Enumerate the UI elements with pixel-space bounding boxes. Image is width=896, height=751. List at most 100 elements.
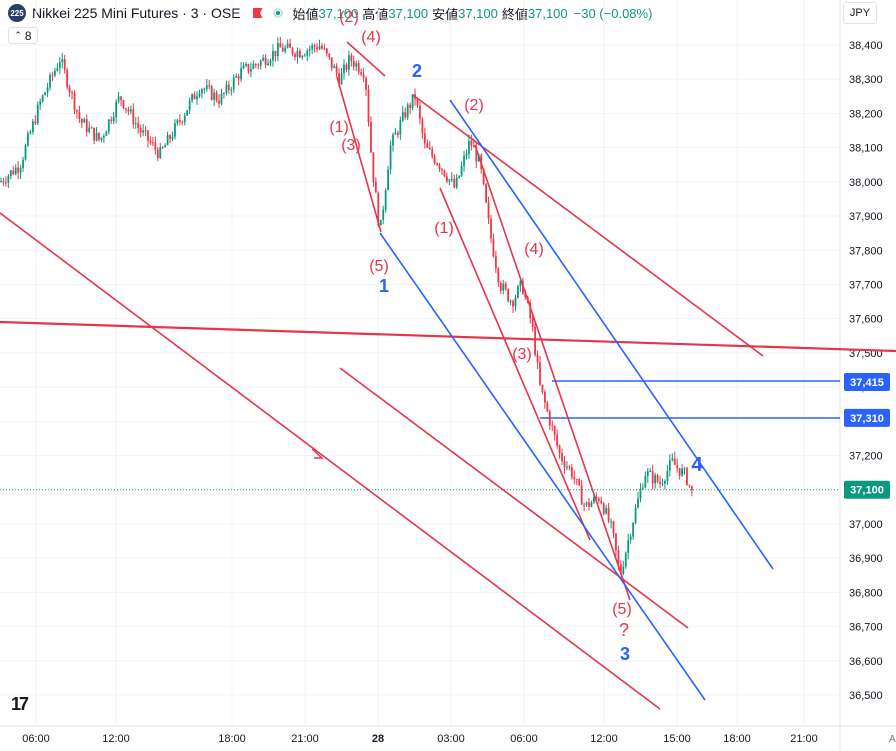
candle-body: [600, 501, 603, 504]
currency-button[interactable]: JPY: [843, 2, 877, 24]
candle-body: [441, 168, 443, 171]
candle-body: [656, 475, 659, 482]
candle-body: [56, 68, 59, 71]
candle-body: [504, 283, 507, 289]
candle-body: [654, 475, 657, 484]
candle-body: [377, 192, 380, 226]
candle-body: [355, 63, 358, 67]
candle-body: [568, 466, 571, 468]
wave-label: 1: [379, 276, 389, 296]
candle-body: [227, 84, 230, 90]
candle-body: [634, 507, 637, 524]
time-tick-label: 12:00: [102, 733, 130, 745]
candle-body: [335, 66, 338, 74]
candle-body: [492, 238, 495, 257]
candle-body: [362, 74, 365, 78]
candle-body: [509, 300, 512, 302]
candle-body: [223, 93, 225, 95]
candle-body: [225, 84, 228, 94]
candle-body: [122, 100, 125, 109]
candle-body: [325, 48, 328, 54]
candle-body: [495, 256, 497, 269]
price-tag-label: 37,415: [850, 377, 884, 389]
candle-body: [58, 62, 61, 69]
candle-body: [5, 182, 7, 184]
candle-body: [71, 92, 73, 94]
candle-body: [137, 123, 140, 129]
candle-body: [193, 94, 196, 100]
candle-body: [612, 521, 615, 534]
indicator-toggle[interactable]: ⌃ 8: [8, 27, 38, 44]
candle-body: [588, 502, 590, 507]
candle-body: [529, 302, 532, 319]
candle-body: [267, 63, 269, 66]
price-tick-label: 37,200: [849, 451, 883, 463]
candle-body: [678, 468, 681, 476]
candle-body: [686, 468, 688, 485]
candle-body: [330, 57, 333, 69]
candle-body: [120, 96, 122, 101]
candle-body: [593, 497, 595, 503]
candle-body: [607, 507, 610, 522]
change-value: −30 (−0.08%): [573, 5, 653, 21]
market-flag-icon: [252, 8, 263, 18]
candle-body: [595, 497, 598, 499]
price-tick-label: 36,500: [849, 690, 883, 702]
candle-body: [338, 73, 340, 85]
market-status-icon: [272, 8, 283, 18]
candle-body: [426, 143, 429, 148]
candle-body: [306, 50, 309, 56]
candle-body: [171, 136, 174, 139]
candle-body: [590, 502, 593, 507]
candle-body: [73, 92, 76, 111]
chevron-up-icon: ⌃: [14, 30, 22, 40]
candle-body: [27, 133, 29, 146]
candle-body: [259, 60, 262, 66]
candle-body: [274, 50, 277, 57]
price-tick-label: 36,800: [849, 587, 883, 599]
wave-label: (4): [361, 29, 381, 46]
candle-body: [436, 163, 438, 165]
symbol-title[interactable]: Nikkei 225 Mini Futures · 3 · OSE: [32, 5, 241, 21]
indicator-count: 8: [24, 28, 32, 43]
candle-body: [487, 202, 490, 219]
candle-body: [100, 137, 103, 140]
candle-body: [691, 485, 693, 491]
candle-body: [205, 85, 208, 90]
high-label: 高値: [362, 6, 389, 22]
candle-body: [269, 60, 272, 64]
auto-scale-button[interactable]: A: [889, 734, 896, 745]
candle-body: [558, 445, 561, 454]
candle-body: [39, 101, 42, 105]
candle-body: [230, 89, 233, 91]
candle-body: [2, 181, 5, 183]
candle-body: [490, 218, 492, 239]
candle-body: [93, 127, 95, 141]
candle-body: [316, 47, 318, 50]
candle-body: [196, 96, 198, 100]
candle-body: [411, 94, 414, 109]
candle-body: [220, 93, 223, 104]
candle-body: [276, 43, 279, 57]
candle-body: [443, 170, 446, 177]
candle-body: [98, 132, 100, 140]
candle-body: [499, 282, 502, 291]
candle-body: [247, 63, 250, 72]
tradingview-logo: 17: [11, 694, 29, 714]
candle-body: [147, 130, 149, 141]
candle-body: [279, 43, 282, 48]
candle-body: [610, 521, 612, 523]
candle-body: [357, 63, 360, 73]
candle-body: [472, 145, 475, 148]
candle-body: [107, 119, 110, 132]
candle-body: [318, 45, 321, 50]
high-value: 37,100: [388, 5, 429, 21]
candle-body: [178, 120, 181, 122]
candle-body: [664, 481, 666, 484]
candle-body: [66, 69, 69, 88]
candle-body: [9, 170, 12, 176]
candle-body: [644, 476, 647, 488]
candle-body: [683, 468, 686, 470]
candle-body: [149, 140, 152, 143]
